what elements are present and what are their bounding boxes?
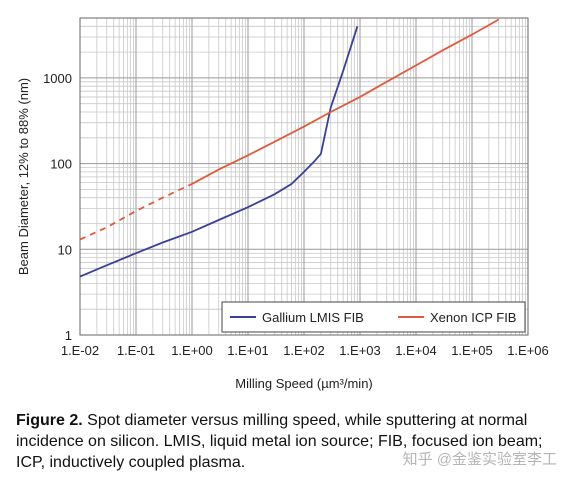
x-tick-label: 1.E+02 bbox=[283, 343, 325, 358]
series-line-gallium-lmis-fib bbox=[79, 26, 359, 278]
y-tick-labels: 1 10 100 1000 bbox=[43, 71, 72, 343]
legend: Gallium LMIS FIB Xenon ICP FIB bbox=[221, 301, 526, 333]
x-tick-label: 1.E+01 bbox=[227, 343, 269, 358]
series-line-xenon-icp-fib bbox=[191, 18, 500, 185]
x-tick-label: 1.E+06 bbox=[507, 343, 549, 358]
y-tick-label: 100 bbox=[50, 157, 72, 172]
y-tick-label: 1 bbox=[65, 328, 72, 343]
figure-caption: Figure 2. Spot diameter versus milling s… bbox=[16, 410, 561, 473]
plot-frame bbox=[79, 17, 529, 336]
chart: 1.E-02 1.E-01 1.E+00 1.E+01 1.E+02 1.E+03 1.E+… bbox=[16, 17, 549, 391]
x-tick-label: 1.E+04 bbox=[395, 343, 437, 358]
x-tick-labels: 1.E-02 1.E-01 1.E+00 1.E+01 1.E+02 1.E+03 1.E+… bbox=[61, 343, 549, 358]
x-tick-label: 1.E-02 bbox=[61, 343, 99, 358]
caption-text: Spot diameter versus milling speed, whil… bbox=[16, 412, 543, 471]
y-tick-label: 10 bbox=[58, 242, 72, 257]
series-layer bbox=[79, 18, 500, 278]
watermark: 知乎 @金鉴实验室李工 bbox=[402, 451, 557, 468]
x-tick-label: 1.E+00 bbox=[171, 343, 213, 358]
legend-label: Xenon ICP FIB bbox=[430, 310, 516, 325]
x-tick-label: 1.E-01 bbox=[117, 343, 155, 358]
y-axis-label: Beam Diameter, 12% to 88% (nm) bbox=[16, 78, 31, 275]
legend-label: Gallium LMIS FIB bbox=[262, 310, 364, 325]
x-tick-label: 1.E+03 bbox=[339, 343, 381, 358]
x-tick-label: 1.E+05 bbox=[451, 343, 493, 358]
caption-label: Figure 2. bbox=[16, 412, 83, 429]
y-tick-label: 1000 bbox=[43, 71, 72, 86]
legend-box bbox=[221, 301, 526, 333]
series-line-xenon-icp-fib-dashed bbox=[79, 183, 193, 241]
x-axis-label: Milling Speed (µm³/min) bbox=[235, 376, 373, 391]
